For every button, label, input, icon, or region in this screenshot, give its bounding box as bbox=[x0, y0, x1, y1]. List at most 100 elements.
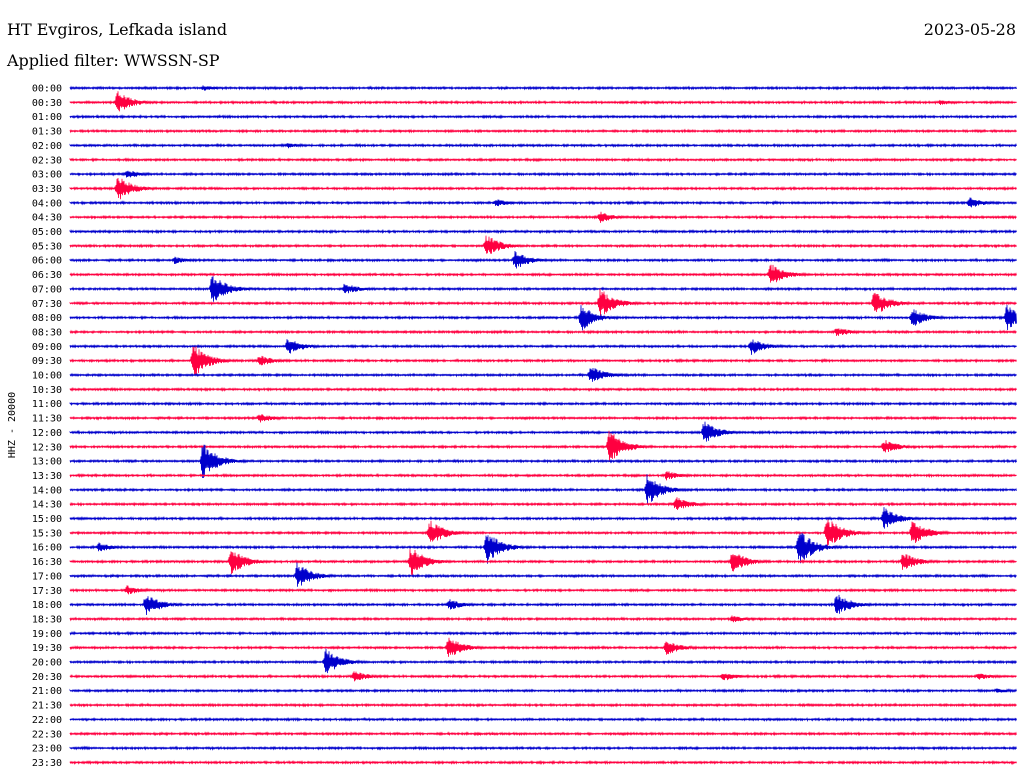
trace-line bbox=[69, 128, 1017, 134]
tick-label: 06:00 bbox=[32, 256, 62, 267]
trace-line bbox=[69, 414, 1017, 423]
trace-line bbox=[69, 211, 1017, 223]
tick-label: 11:30 bbox=[32, 414, 62, 425]
tick-label: 01:00 bbox=[32, 112, 62, 123]
tick-label: 09:30 bbox=[32, 356, 62, 367]
tick-label: 15:00 bbox=[32, 514, 62, 525]
trace-line bbox=[69, 519, 1017, 547]
trace-line bbox=[69, 346, 1017, 376]
trace-line bbox=[69, 264, 1017, 283]
trace-line bbox=[69, 497, 1017, 510]
tick-label: 23:30 bbox=[32, 758, 62, 769]
trace-line bbox=[69, 328, 1017, 337]
tick-label: 08:30 bbox=[32, 327, 62, 338]
filter-label: Applied filter: WWSSN-SP bbox=[7, 51, 220, 70]
tick-label: 22:00 bbox=[32, 715, 62, 726]
trace-line bbox=[69, 444, 1017, 478]
tick-label: 21:30 bbox=[32, 701, 62, 712]
trace-line bbox=[69, 759, 1017, 766]
tick-label: 06:30 bbox=[32, 270, 62, 281]
trace-line bbox=[69, 471, 1017, 481]
trace-line bbox=[69, 507, 1017, 529]
trace-line bbox=[69, 304, 1017, 331]
tick-label: 21:00 bbox=[32, 686, 62, 697]
trace-line bbox=[69, 288, 1017, 318]
tick-label: 12:30 bbox=[32, 442, 62, 453]
tick-label: 10:30 bbox=[32, 385, 62, 396]
tick-label: 18:30 bbox=[32, 614, 62, 625]
tick-label: 08:00 bbox=[32, 313, 62, 324]
trace-line bbox=[69, 594, 1017, 616]
tick-label: 17:30 bbox=[32, 586, 62, 597]
trace-line bbox=[69, 170, 1017, 178]
tick-label: 13:30 bbox=[32, 471, 62, 482]
tick-label: 10:00 bbox=[32, 371, 62, 382]
tick-label: 12:00 bbox=[32, 428, 62, 439]
tick-label: 02:30 bbox=[32, 155, 62, 166]
tick-label: 16:30 bbox=[32, 557, 62, 568]
trace-line bbox=[69, 430, 1017, 463]
tick-label: 14:00 bbox=[32, 485, 62, 496]
tick-label: 01:30 bbox=[32, 127, 62, 138]
tick-label: 04:30 bbox=[32, 213, 62, 224]
trace-line bbox=[69, 368, 1017, 382]
station-title: HT Evgiros, Lefkada island bbox=[7, 20, 228, 39]
trace-line bbox=[69, 648, 1017, 674]
trace-line bbox=[69, 585, 1017, 595]
trace-line bbox=[69, 157, 1017, 163]
trace-line bbox=[69, 687, 1017, 694]
channel-label: HHZ - 20000 bbox=[7, 392, 18, 458]
trace-line bbox=[69, 386, 1017, 393]
trace-group bbox=[69, 85, 1017, 766]
tick-label: 23:00 bbox=[32, 744, 62, 755]
trace-line bbox=[69, 615, 1017, 623]
trace-line bbox=[69, 637, 1017, 657]
tick-label: 04:00 bbox=[32, 198, 62, 209]
trace-line bbox=[69, 702, 1017, 708]
tick-label: 16:00 bbox=[32, 543, 62, 554]
trace-line bbox=[69, 421, 1017, 442]
tick-label: 15:30 bbox=[32, 528, 62, 539]
trace-line bbox=[69, 339, 1017, 355]
time-tick-labels: 00:00 00:30 01:00 01:30 02:00 02:30 03:00 03:30… bbox=[32, 84, 62, 769]
trace-line bbox=[69, 716, 1017, 723]
tick-label: 09:00 bbox=[32, 342, 62, 353]
trace-line bbox=[69, 400, 1017, 407]
tick-label: 14:30 bbox=[32, 500, 62, 511]
trace-line bbox=[69, 532, 1017, 564]
chart-date: 2023-05-28 bbox=[923, 20, 1016, 39]
trace-line bbox=[69, 474, 1017, 505]
trace-line bbox=[69, 197, 1017, 208]
tick-label: 18:00 bbox=[32, 600, 62, 611]
tick-label: 07:00 bbox=[32, 284, 62, 295]
trace-line bbox=[69, 276, 1017, 302]
tick-label: 13:00 bbox=[32, 457, 62, 468]
trace-line bbox=[69, 250, 1017, 269]
trace-line bbox=[69, 549, 1017, 576]
tick-label: 05:30 bbox=[32, 241, 62, 252]
tick-label: 03:30 bbox=[32, 184, 62, 195]
trace-line bbox=[69, 562, 1017, 587]
trace-line bbox=[69, 671, 1017, 682]
tick-label: 20:30 bbox=[32, 672, 62, 683]
trace-line bbox=[69, 228, 1017, 235]
tick-label: 00:00 bbox=[32, 84, 62, 95]
trace-line bbox=[69, 235, 1017, 254]
tick-label: 22:30 bbox=[32, 729, 62, 740]
tick-label: 03:00 bbox=[32, 170, 62, 181]
trace-line bbox=[69, 85, 1017, 91]
tick-label: 20:00 bbox=[32, 658, 62, 669]
trace-line bbox=[69, 745, 1017, 751]
trace-line bbox=[69, 178, 1017, 200]
tick-label: 17:00 bbox=[32, 571, 62, 582]
tick-label: 07:30 bbox=[32, 299, 62, 310]
trace-line bbox=[69, 113, 1017, 120]
tick-label: 19:30 bbox=[32, 643, 62, 654]
trace-line bbox=[69, 142, 1017, 149]
tick-label: 11:00 bbox=[32, 399, 62, 410]
trace-line bbox=[69, 731, 1017, 737]
tick-label: 02:00 bbox=[32, 141, 62, 152]
tick-label: 19:00 bbox=[32, 629, 62, 640]
tick-label: 00:30 bbox=[32, 98, 62, 109]
